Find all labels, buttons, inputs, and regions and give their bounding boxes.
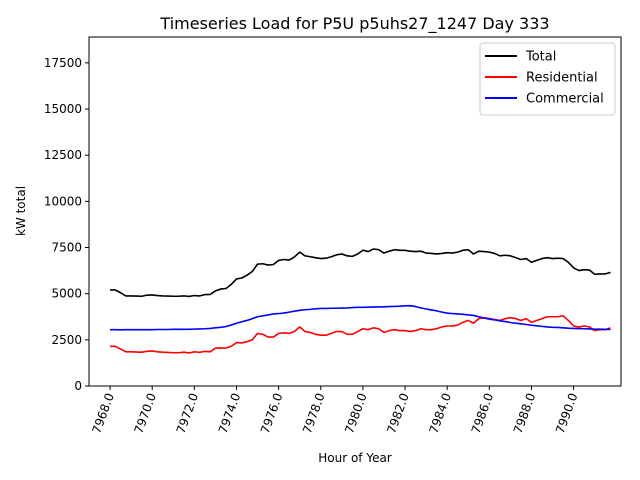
y-tick-label: 0 bbox=[74, 379, 82, 393]
series-line-residential bbox=[110, 315, 611, 354]
y-axis-ticks: 0 2500 5000 7500 10000 12500 15000 17500 bbox=[44, 56, 89, 393]
y-tick-label: 5000 bbox=[51, 287, 82, 301]
y-tick-label: 2500 bbox=[51, 333, 82, 347]
legend-label-total: Total bbox=[525, 50, 556, 65]
y-axis-label: kW total bbox=[14, 186, 28, 236]
legend: Total Residential Commercial bbox=[479, 42, 616, 116]
y-tick-label: 12500 bbox=[44, 148, 82, 162]
x-axis-label: Hour of Year bbox=[318, 451, 392, 465]
y-tick-label: 17500 bbox=[44, 56, 82, 70]
y-tick-label: 10000 bbox=[44, 194, 82, 208]
series-lines bbox=[110, 248, 611, 354]
series-line-commercial bbox=[110, 304, 611, 331]
chart-title: Timeseries Load for P5U p5uhs27_1247 Day… bbox=[159, 14, 549, 34]
y-tick-label: 7500 bbox=[51, 241, 82, 255]
legend-label-commercial: Commercial bbox=[526, 92, 604, 107]
plot-area-frame bbox=[88, 36, 622, 387]
y-tick-label: 15000 bbox=[44, 102, 82, 116]
legend-label-residential: Residential bbox=[526, 71, 598, 86]
series-line-total bbox=[110, 248, 611, 298]
